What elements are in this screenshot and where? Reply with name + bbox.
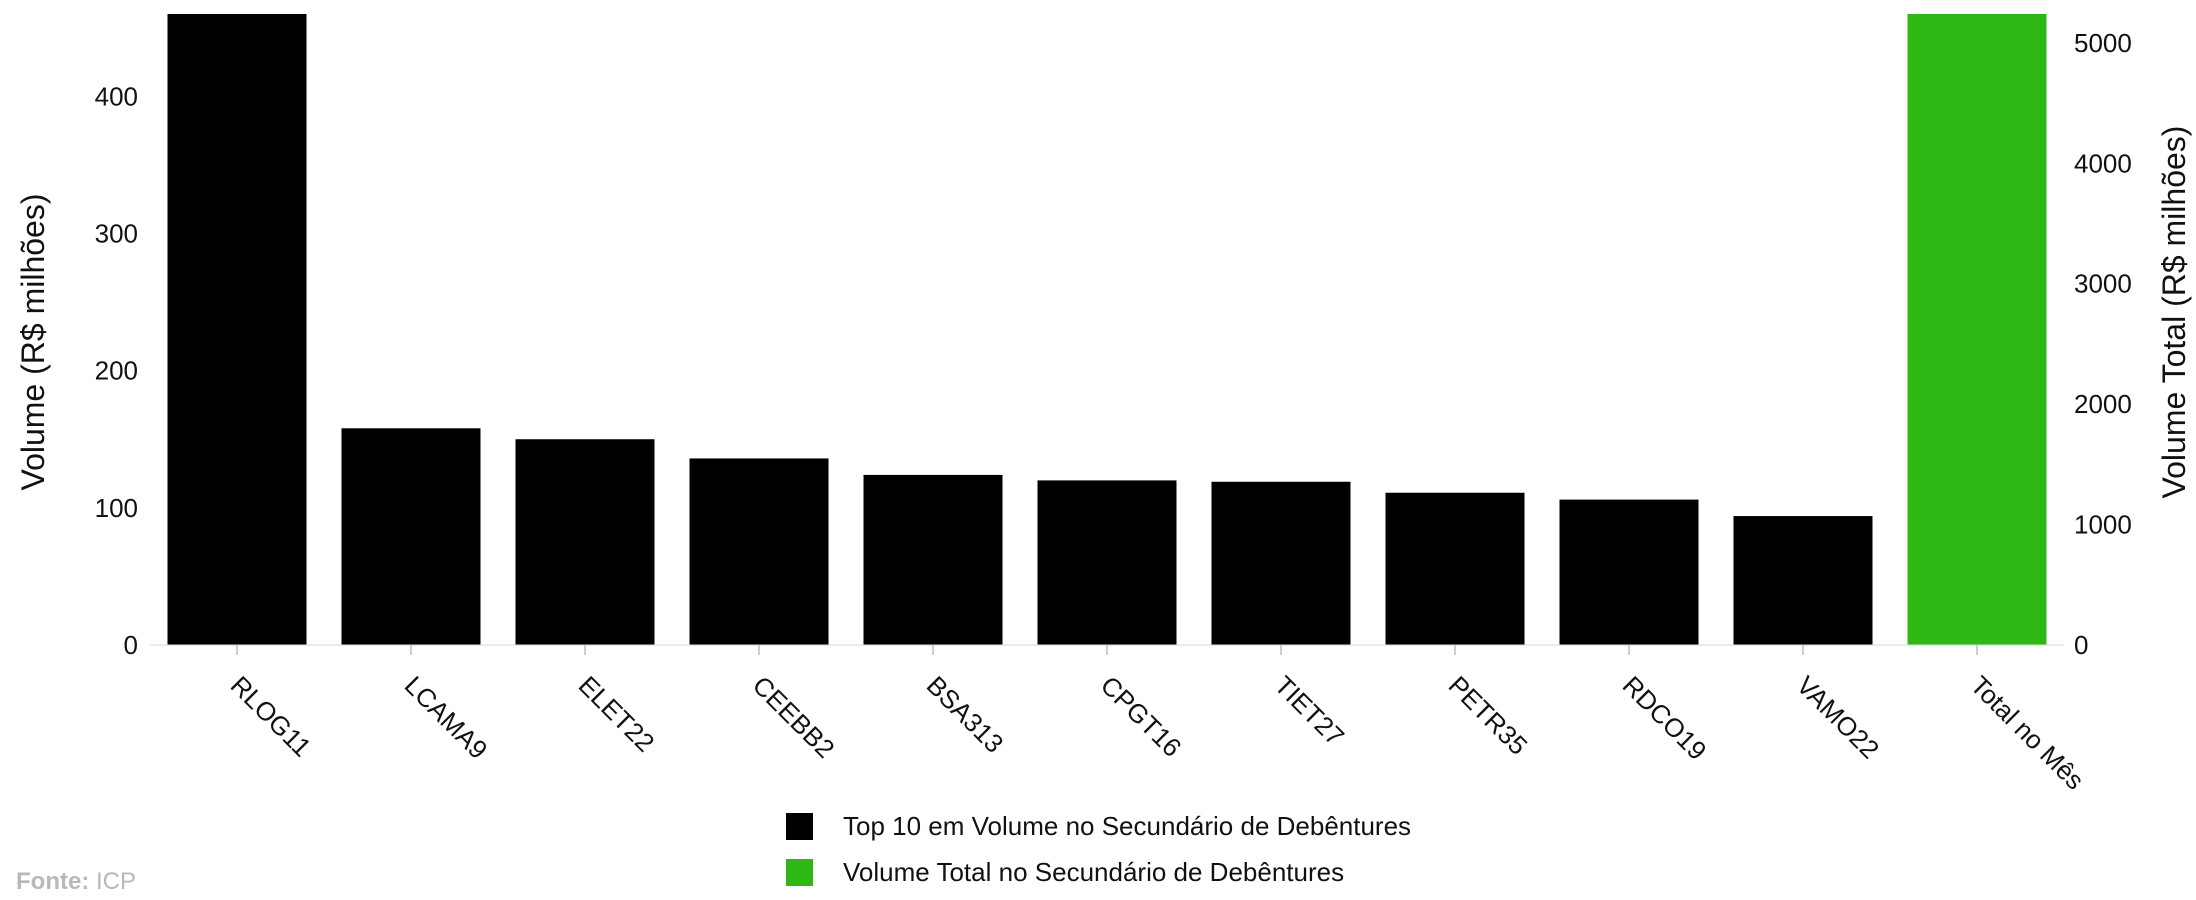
x-tick-label: RDCO19 xyxy=(1617,670,1713,766)
legend-swatch-total xyxy=(786,858,813,886)
left-axis-title: Volume (R$ milhões) xyxy=(15,194,51,491)
bar-tiet27 xyxy=(1211,481,1351,645)
left-tick-label: 0 xyxy=(124,630,138,660)
source-note: Fonte: ICP xyxy=(16,868,136,896)
bar-lcama9 xyxy=(341,428,481,645)
x-tick-label: RLOG11 xyxy=(225,670,317,762)
x-tick-label: BSA313 xyxy=(921,670,1010,759)
source-value: ICP xyxy=(95,868,136,895)
right-tick-label: 2000 xyxy=(2074,389,2132,419)
bar-elet22 xyxy=(515,439,655,645)
right-tick-label: 4000 xyxy=(2074,148,2132,178)
legend-label-total: Volume Total no Secundário de Debêntures xyxy=(843,856,1345,887)
right-tick-label: 5000 xyxy=(2074,28,2132,58)
x-tick-label: VAMO22 xyxy=(1791,670,1885,764)
right-tick-label: 3000 xyxy=(2074,269,2132,299)
source-label: Fonte: xyxy=(16,868,90,895)
bar-total-no-m-s xyxy=(1907,14,2047,645)
legend: Top 10 em Volume no Secundário de Debênt… xyxy=(786,808,1411,900)
legend-item-top10: Top 10 em Volume no Secundário de Debênt… xyxy=(786,808,1411,844)
x-tick-label: CPGT16 xyxy=(1095,670,1188,763)
right-y-axis: 0 1000 2000 3000 4000 5000 xyxy=(2074,28,2132,660)
bar-petr35 xyxy=(1385,492,1525,645)
x-tick-label: Total no Mês xyxy=(1965,670,2090,795)
right-tick-label: 1000 xyxy=(2074,510,2132,540)
left-y-axis: 0 100 200 300 400 xyxy=(95,81,138,660)
bar-vamo22 xyxy=(1733,516,1873,645)
left-tick-label: 100 xyxy=(95,493,138,523)
bar-cpgt16 xyxy=(1037,480,1177,645)
right-tick-label: 0 xyxy=(2074,630,2088,660)
bars-group xyxy=(167,14,2047,645)
legend-item-total: Volume Total no Secundário de Debêntures xyxy=(786,854,1411,890)
x-tick-label: LCAMA9 xyxy=(399,670,494,765)
bar-rlog11 xyxy=(167,14,307,645)
x-tick-label: ELET22 xyxy=(573,670,661,758)
left-tick-label: 400 xyxy=(95,81,138,111)
x-tick-label: PETR35 xyxy=(1443,670,1534,761)
bar-rdco19 xyxy=(1559,499,1699,645)
bar-bsa313 xyxy=(863,474,1003,645)
legend-label-top10: Top 10 em Volume no Secundário de Debênt… xyxy=(843,810,1412,841)
x-axis: RLOG11 LCAMA9 ELET22 CEEBB2 BSA313 CPGT16 TIET… xyxy=(150,644,2090,795)
x-tick-label: CEEBB2 xyxy=(747,670,841,764)
left-tick-label: 200 xyxy=(95,356,138,386)
legend-swatch-top10 xyxy=(786,812,813,840)
x-tick-label: TIET27 xyxy=(1269,670,1350,751)
left-tick-label: 300 xyxy=(95,218,138,248)
right-axis-title: Volume Total (R$ milhões) xyxy=(2156,126,2192,499)
bar-ceebb2 xyxy=(689,458,829,645)
